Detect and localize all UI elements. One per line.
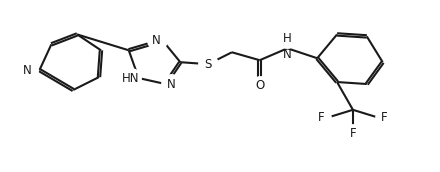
Text: N: N [167, 78, 176, 90]
Text: O: O [255, 79, 264, 93]
Text: N: N [283, 48, 292, 61]
Text: N: N [23, 64, 32, 77]
Text: S: S [205, 58, 212, 71]
Text: F: F [350, 127, 356, 140]
Text: HN: HN [122, 72, 139, 85]
Text: F: F [381, 111, 388, 124]
Text: N: N [152, 34, 161, 47]
Text: F: F [318, 111, 324, 124]
Text: H: H [283, 32, 292, 45]
